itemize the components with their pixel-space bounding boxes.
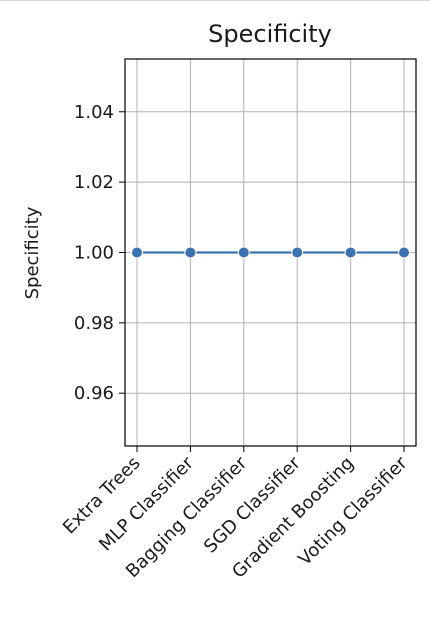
top-border-line <box>0 0 430 1</box>
data-point <box>184 246 197 259</box>
series-layer <box>131 246 410 259</box>
data-point <box>344 246 357 259</box>
y-axis-label: Specificity <box>22 206 43 299</box>
x-tick-label: MLP Classifier <box>95 452 198 555</box>
y-tick-label: 0.98 <box>74 313 114 334</box>
y-tick-label: 1.02 <box>74 172 114 193</box>
y-tick-label: 1.04 <box>74 102 114 123</box>
chart-title: Specificity <box>208 20 332 48</box>
x-tick-label: SGD Classifier <box>200 452 305 557</box>
y-tick-label: 1.00 <box>74 243 114 264</box>
data-point <box>237 246 250 259</box>
data-point <box>291 246 304 259</box>
y-tick-label: 0.96 <box>74 383 114 404</box>
y-axis: 0.96 0.98 1.00 1.02 1.04 <box>74 102 125 404</box>
data-point <box>398 246 410 259</box>
data-point <box>131 246 143 259</box>
